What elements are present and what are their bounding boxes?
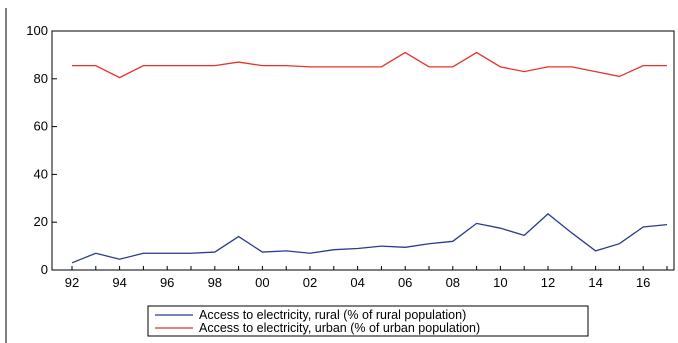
x-tick-label: 14 (588, 275, 602, 290)
x-axis: 92 94 96 98 00 02 04 06 08 10 12 14 16 (65, 266, 668, 290)
legend-label: Access to electricity, urban (% of urban… (199, 321, 480, 335)
legend: Access to electricity, rural (% of rural… (147, 305, 589, 337)
x-tick-label: 96 (160, 275, 174, 290)
series-line-urban (72, 51, 667, 79)
x-tick-label: 08 (446, 275, 460, 290)
x-tick-label: 16 (636, 275, 650, 290)
x-tick-label: 12 (541, 275, 555, 290)
y-tick-label: 40 (34, 166, 48, 181)
x-tick-label: 04 (350, 275, 364, 290)
y-axis: 0 20 40 60 80 100 (26, 23, 57, 277)
x-tick-label: 06 (398, 275, 412, 290)
x-tick-label: 92 (65, 275, 79, 290)
series-lines (71, 51, 668, 264)
y-tick-label: 60 (34, 119, 48, 134)
y-tick-label: 0 (41, 262, 48, 277)
x-tick-label: 94 (112, 275, 126, 290)
legend-label: Access to electricity, rural (% of rural… (199, 308, 466, 322)
y-tick-label: 80 (34, 71, 48, 86)
legend-box (147, 305, 589, 337)
y-tick-label: 100 (26, 23, 48, 38)
x-tick-label: 10 (493, 275, 507, 290)
x-tick-label: 98 (208, 275, 222, 290)
x-tick-label: 02 (303, 275, 317, 290)
plot-frame (51, 30, 675, 271)
x-tick-label: 00 (255, 275, 269, 290)
series-line-rural (71, 212, 668, 264)
y-tick-label: 20 (34, 214, 48, 229)
